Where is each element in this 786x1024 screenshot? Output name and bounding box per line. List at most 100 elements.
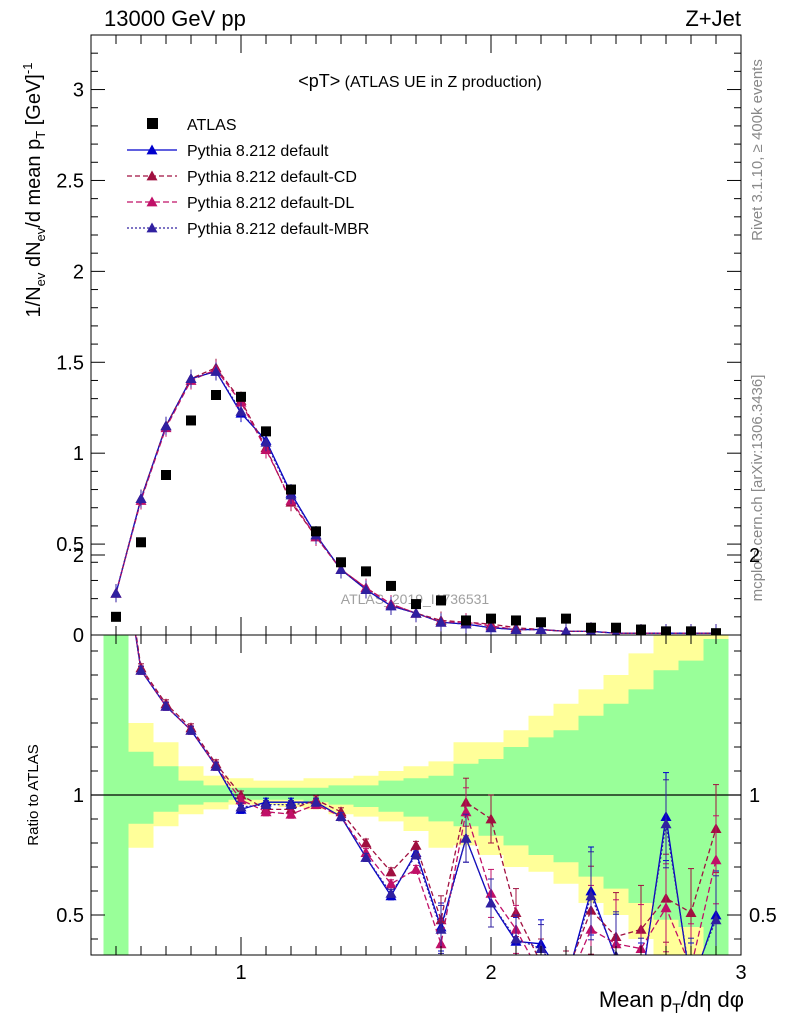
data-point bbox=[185, 373, 197, 384]
ratio-data-point bbox=[285, 808, 297, 819]
x-axis-label: Mean pT/dη dφ bbox=[599, 987, 744, 1016]
ratio-data-point bbox=[111, 502, 122, 512]
ratio-y-tick-label: 2 bbox=[73, 545, 84, 567]
legend-triangle-marker bbox=[146, 170, 158, 181]
data-point bbox=[260, 436, 272, 447]
x-tick-label: 2 bbox=[485, 962, 496, 984]
data-point bbox=[410, 607, 422, 618]
legend-entry: Pythia 8.212 default bbox=[127, 143, 329, 160]
atlas-data-point bbox=[211, 390, 221, 400]
ratio-y-tick-label: 1 bbox=[73, 785, 84, 807]
atlas-data-point bbox=[636, 624, 646, 635]
ratio-data-point bbox=[210, 760, 222, 771]
ylabel-part-3: ev bbox=[33, 227, 48, 241]
xlabel-part-2: /dη dφ bbox=[681, 987, 744, 1012]
ratio-y-tick-label-right: 0.5 bbox=[749, 905, 777, 927]
plot-title-sub: (ATLAS UE in Z production) bbox=[340, 74, 542, 91]
data-point bbox=[110, 587, 122, 598]
legend-triangle-marker bbox=[146, 196, 158, 207]
atlas-data-point bbox=[111, 611, 121, 622]
legend-entry: ATLAS bbox=[147, 117, 237, 134]
ratio-data-point bbox=[561, 977, 572, 987]
ratio-data-point bbox=[385, 878, 397, 889]
ratio-plot-panel: 0.5 0.5 1 1 2 2 1 2 3 Ratio to ATLAS Mean pT/dη … bbox=[25, 490, 777, 1016]
main-axis-ticks: 0 0.5 1 1.5 2 2.5 3 bbox=[56, 35, 741, 647]
atlas-data-point bbox=[236, 391, 246, 402]
atlas-data-point bbox=[461, 615, 471, 626]
data-point bbox=[535, 624, 547, 634]
legend-label: ATLAS bbox=[187, 117, 237, 134]
atlas-data-point bbox=[386, 580, 396, 591]
ratio-data-point bbox=[510, 933, 522, 944]
legend-label: Pythia 8.212 default bbox=[187, 143, 329, 160]
ratio-data-layer bbox=[111, 490, 722, 992]
ratio-data-point bbox=[561, 977, 572, 987]
atlas-data-point bbox=[261, 426, 271, 437]
data-point bbox=[235, 405, 247, 416]
ratio-data-point bbox=[385, 887, 397, 898]
ratio-data-point bbox=[710, 854, 722, 865]
ylabel-part-2: dN bbox=[23, 241, 45, 272]
data-point bbox=[385, 600, 397, 611]
ratio-data-point bbox=[335, 811, 347, 821]
atlas-data-point bbox=[361, 566, 371, 577]
atlas-data-point bbox=[336, 557, 346, 568]
ratio-data-point bbox=[410, 849, 422, 860]
main-data-layer bbox=[110, 358, 721, 635]
atlas-data-point bbox=[411, 599, 421, 610]
atlas-data-point bbox=[136, 537, 146, 548]
legend-entry: Pythia 8.212 default-CD bbox=[127, 169, 357, 186]
data-point bbox=[210, 365, 222, 376]
ylabel-part-6: [GeV] bbox=[23, 74, 45, 131]
ratio-data-point bbox=[686, 977, 697, 987]
legend-label: Pythia 8.212 default-CD bbox=[187, 169, 357, 186]
ratio-data-point bbox=[360, 837, 372, 848]
atlas-data-point bbox=[611, 622, 621, 633]
main-plot-panel: 00.511.522.53 ATLAS_2019_I1736531 <pT> (… bbox=[20, 34, 742, 647]
legend-label: Pythia 8.212 default-DL bbox=[187, 195, 354, 212]
ylabel-part-4: /d mean p bbox=[23, 139, 45, 228]
atlas-data-point bbox=[161, 470, 171, 480]
ratio-data-point bbox=[111, 490, 122, 500]
atlas-data-point bbox=[186, 415, 196, 426]
ratio-data-point bbox=[686, 962, 697, 972]
rivet-version-label: Rivet 3.1.10, ≥ 400k events bbox=[749, 59, 766, 241]
atlas-data-point bbox=[536, 617, 546, 628]
ratio-data-point bbox=[185, 724, 197, 735]
atlas-data-point bbox=[436, 595, 446, 606]
ratio-data-point bbox=[561, 982, 572, 992]
ratio-data-point bbox=[360, 851, 372, 862]
energy-label: 13000 GeV pp bbox=[104, 6, 246, 31]
legend-entry: Pythia 8.212 default-MBR bbox=[127, 221, 369, 238]
legend-entry: Pythia 8.212 default-DL bbox=[127, 195, 354, 212]
y-tick-label: 2.5 bbox=[56, 170, 84, 192]
y-tick-label: 3 bbox=[73, 80, 84, 102]
ratio-series-3 bbox=[111, 502, 722, 987]
ratio-data-point bbox=[160, 700, 172, 711]
ratio-data-point bbox=[585, 890, 597, 901]
series-atlas bbox=[111, 390, 721, 635]
atlas-data-point bbox=[661, 626, 671, 635]
ratio-data-point bbox=[310, 796, 322, 807]
ratio-data-point bbox=[285, 799, 297, 809]
atlas-data-point bbox=[686, 626, 696, 635]
atlas-data-point bbox=[586, 622, 596, 633]
plot-title-main: <pT> bbox=[298, 71, 340, 91]
y-tick-label: 1.5 bbox=[56, 352, 84, 374]
ratio-data-point bbox=[660, 902, 672, 913]
y-tick-label: 0 bbox=[73, 625, 84, 647]
y-tick-label: 1 bbox=[73, 443, 84, 465]
legend: ATLAS Pythia 8.212 default Pythia 8.212 de… bbox=[127, 117, 369, 238]
legend-triangle-marker bbox=[146, 222, 158, 233]
ratio-data-point bbox=[485, 897, 497, 908]
xlabel-part-1: T bbox=[672, 1000, 681, 1016]
atlas-data-point bbox=[711, 628, 721, 635]
ratio-data-point bbox=[536, 970, 547, 980]
ratio-data-point bbox=[435, 923, 447, 934]
ylabel-part-1: ev bbox=[33, 272, 48, 286]
ratio-data-point bbox=[235, 801, 247, 812]
y-axis-label-ratio: Ratio to ATLAS bbox=[25, 744, 42, 845]
ratio-data-point bbox=[685, 907, 697, 917]
ylabel-part-7: -1 bbox=[20, 63, 35, 75]
